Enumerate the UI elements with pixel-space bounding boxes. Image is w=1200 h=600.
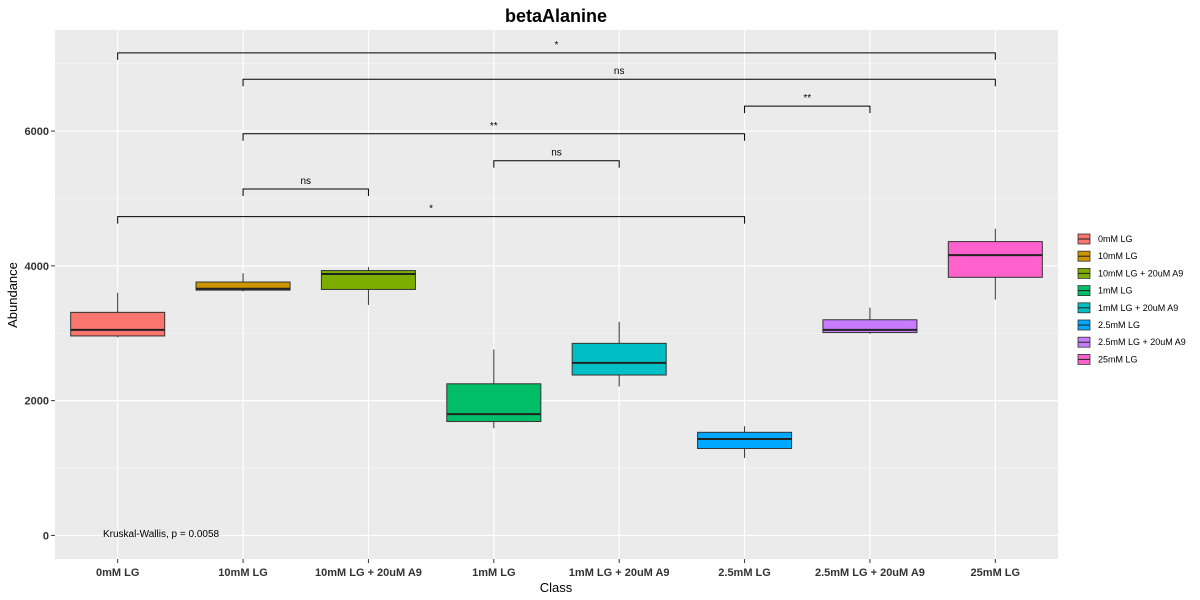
box-8	[947, 228, 1043, 300]
comparison-5: ns	[493, 148, 620, 168]
x-tick-label: 10mM LG	[218, 567, 268, 579]
x-tick-label: 2.5mM LG	[718, 567, 771, 579]
legend-label: 1mM LG	[1098, 286, 1133, 296]
significance-label: *	[555, 40, 559, 51]
box-body	[947, 241, 1043, 278]
comparison-4: **	[242, 121, 746, 141]
comparison-3: **	[744, 93, 871, 114]
bracket-line	[242, 133, 746, 141]
x-tick-label: 0mM LG	[96, 567, 139, 579]
box-3	[320, 267, 416, 305]
comparison-7: *	[117, 204, 746, 224]
significance-label: ns	[551, 148, 562, 159]
comparison-2: ns	[242, 66, 996, 87]
bracket-line	[117, 216, 746, 224]
comparison-6: ns	[242, 176, 369, 197]
box-body	[697, 431, 793, 449]
legend-item-8: 25mM LG	[1077, 353, 1138, 365]
legend-item-6: 2.5mM LG	[1077, 319, 1140, 331]
box-4	[446, 349, 542, 429]
significance-label: ns	[614, 66, 625, 77]
box-7	[822, 307, 918, 334]
legend-item-1: 0mM LG	[1077, 233, 1133, 245]
significance-label: ns	[300, 176, 311, 187]
x-tick-label: 10mM LG + 20uM A9	[315, 567, 422, 579]
box-body	[195, 281, 291, 291]
x-tick-label: 25mM LG	[971, 567, 1021, 579]
y-tick-label: 2000	[25, 396, 49, 408]
comparison-1: *	[117, 40, 996, 60]
significance-label: *	[429, 204, 433, 215]
major-gridlines	[55, 30, 1058, 559]
minor-gridlines	[55, 63, 1058, 469]
legend-item-4: 1mM LG	[1077, 285, 1133, 297]
box-2	[195, 273, 291, 292]
legend-item-3: 10mM LG + 20uM A9	[1077, 267, 1183, 279]
y-axis-title: Abundance	[5, 262, 20, 328]
chart-title: betaAlanine	[505, 6, 607, 26]
x-tick-label: 1mM LG	[472, 567, 515, 579]
x-tick-label: 2.5mM LG + 20uM A9	[815, 567, 925, 579]
bracket-line	[117, 52, 996, 60]
box-plots	[70, 228, 1043, 458]
box-body	[571, 342, 667, 376]
y-axis-ticks: 0 2000 4000 6000	[25, 126, 55, 542]
significance-brackets: * ns ** ** ns ns *	[117, 40, 996, 224]
x-axis-title: Class	[540, 580, 573, 595]
significance-label: **	[803, 93, 811, 104]
bracket-line	[242, 78, 996, 87]
legend-label: 25mM LG	[1098, 354, 1138, 364]
plot-panel	[55, 30, 1058, 559]
y-tick-label: 4000	[25, 261, 49, 273]
box-body	[446, 383, 542, 423]
kruskal-wallis-annotation: Kruskal-Wallis, p = 0.0058	[103, 529, 220, 540]
legend-item-2: 10mM LG	[1077, 250, 1138, 262]
box-body	[70, 311, 166, 337]
bracket-line	[744, 105, 871, 114]
significance-label: **	[490, 121, 498, 132]
x-axis-ticks: 0mM LG 10mM LG 10mM LG + 20uM A9 1mM LG 1mM …	[96, 559, 1020, 579]
y-tick-label: 6000	[25, 126, 49, 138]
legend-label: 2.5mM LG + 20uM A9	[1098, 337, 1186, 347]
legend-label: 1mM LG + 20uM A9	[1098, 303, 1178, 313]
bracket-line	[493, 160, 620, 168]
legend-item-7: 2.5mM LG + 20uM A9	[1077, 336, 1186, 348]
legend: 0mM LG 10mM LG 10mM LG + 20uM A9 1mM LG 1mM …	[1077, 233, 1186, 365]
x-tick-label: 1mM LG + 20uM A9	[569, 567, 670, 579]
legend-label: 2.5mM LG	[1098, 320, 1140, 330]
legend-label: 0mM LG	[1098, 234, 1133, 244]
box-5	[571, 321, 667, 387]
legend-label: 10mM LG	[1098, 251, 1138, 261]
box-6	[697, 426, 793, 458]
legend-label: 10mM LG + 20uM A9	[1098, 268, 1183, 278]
bracket-line	[242, 188, 369, 197]
box-1	[70, 292, 166, 338]
box-body	[320, 270, 416, 290]
y-tick-label: 0	[43, 530, 49, 542]
legend-item-5: 1mM LG + 20uM A9	[1077, 302, 1178, 314]
